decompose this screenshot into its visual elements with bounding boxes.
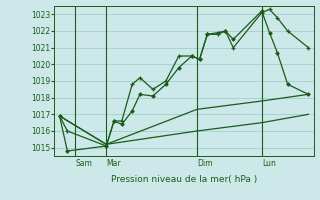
X-axis label: Pression niveau de la mer( hPa ): Pression niveau de la mer( hPa ) xyxy=(111,175,257,184)
Text: Dim: Dim xyxy=(197,159,212,168)
Text: Lun: Lun xyxy=(262,159,276,168)
Text: Sam: Sam xyxy=(75,159,92,168)
Text: Mar: Mar xyxy=(106,159,121,168)
